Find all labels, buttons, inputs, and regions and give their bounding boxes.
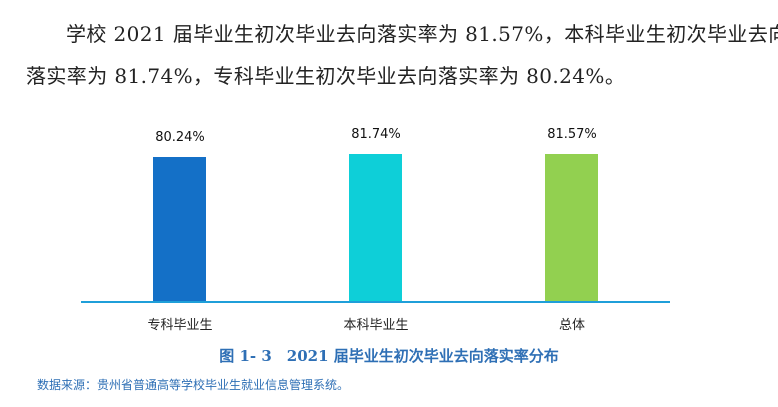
bar-value-label: 80.24%: [155, 130, 205, 145]
paragraph-line-2: 落实率为 81.74%，专科毕业生初次毕业去向落实率为 80.24%。: [26, 64, 626, 88]
category-label: 本科毕业生: [343, 318, 409, 333]
figure-caption: 图 1- 3 2021 届毕业生初次毕业去向落实率分布: [219, 347, 559, 365]
category-label: 专科毕业生: [147, 318, 213, 333]
bar-zhuanke: [153, 157, 206, 301]
paragraph-line-1: 学校 2021 届毕业生初次毕业去向落实率为 81.57%，本科毕业生初次毕业去…: [66, 22, 778, 46]
bar-value-label: 81.74%: [351, 127, 401, 142]
data-source-note: 数据来源：贵州省普通高等学校毕业生就业信息管理系统。: [37, 378, 350, 392]
bar-benke: [349, 154, 402, 301]
x-axis-line: [81, 301, 670, 303]
category-label: 总体: [558, 318, 585, 333]
bar-total: [545, 154, 598, 301]
bar-value-label: 81.57%: [547, 127, 597, 142]
